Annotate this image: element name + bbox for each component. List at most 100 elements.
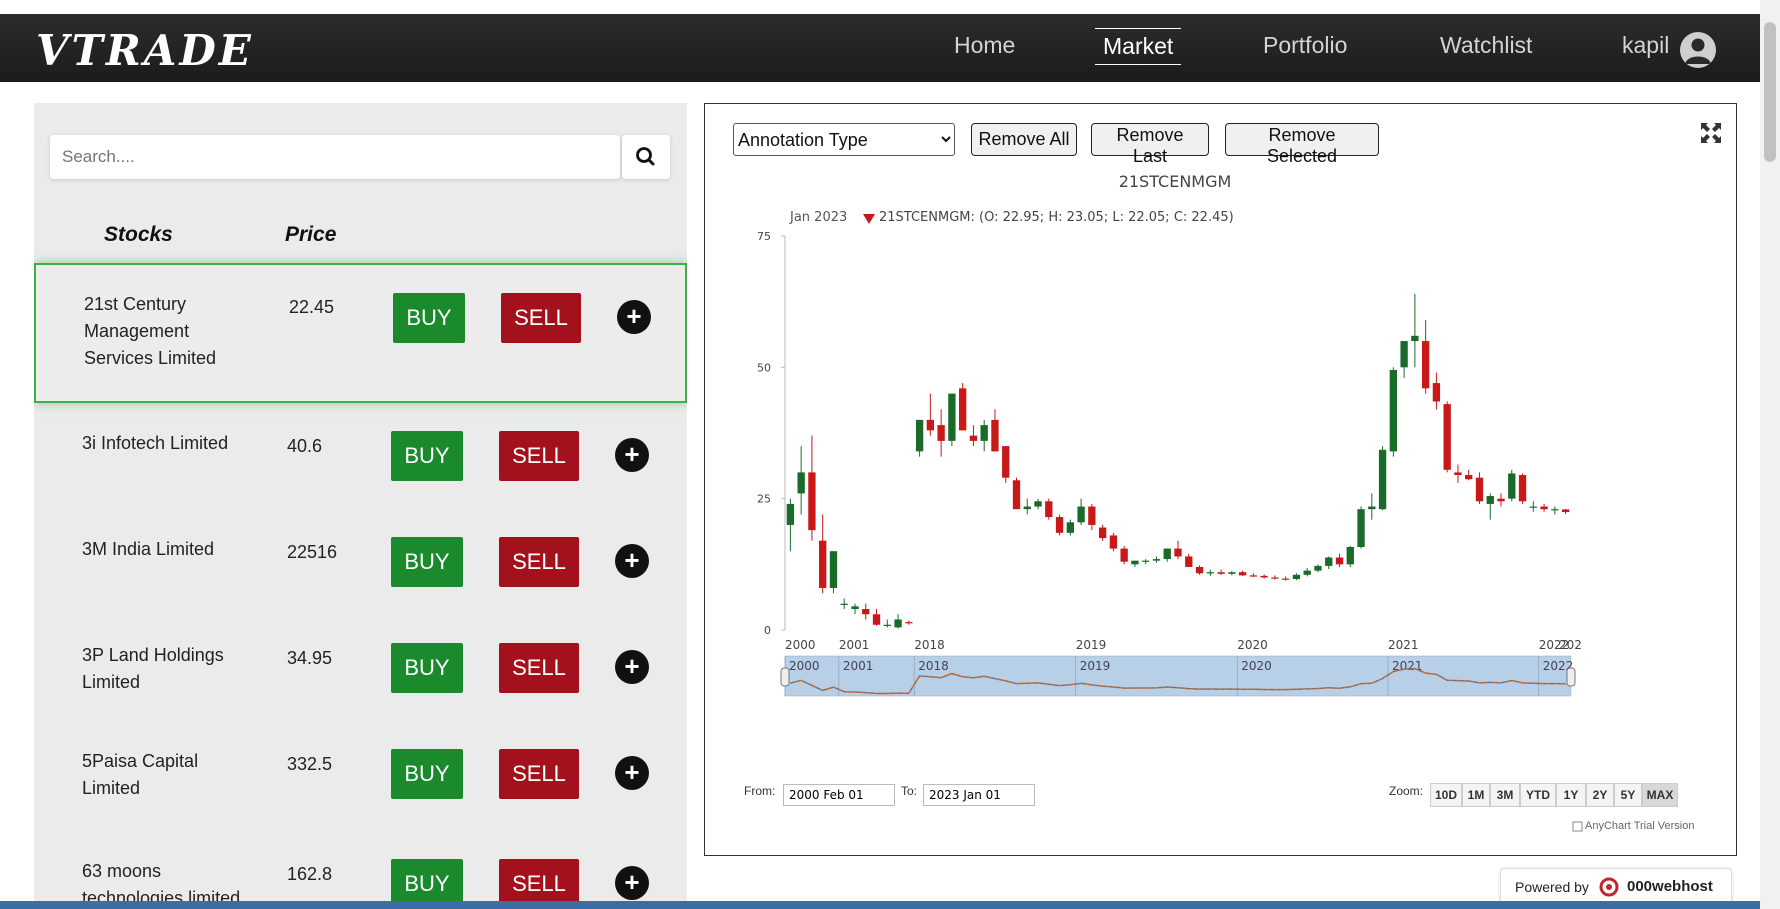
candle <box>958 388 967 431</box>
nav-market[interactable]: Market <box>1095 28 1182 65</box>
buy-button[interactable]: BUY <box>391 749 463 799</box>
sell-button[interactable]: SELL <box>499 859 579 901</box>
nav-portfolio[interactable]: Portfolio <box>1263 32 1348 58</box>
candle <box>1432 383 1441 402</box>
candle <box>1271 577 1279 579</box>
page-scrollbar[interactable] <box>1760 0 1780 909</box>
sell-button[interactable]: SELL <box>501 293 581 343</box>
powered-by-badge[interactable]: Powered by 000webhost <box>1500 868 1732 906</box>
candle <box>1551 509 1559 511</box>
candle <box>915 419 924 452</box>
candle <box>905 622 913 624</box>
add-to-watchlist-icon[interactable]: + <box>617 300 651 334</box>
stock-name: 21st Century Management Services Limited <box>84 294 217 368</box>
nav-watchlist[interactable]: Watchlist <box>1440 32 1533 58</box>
zoom-10d-button[interactable]: 10D <box>1430 783 1462 807</box>
candle <box>786 503 795 525</box>
zoom-max-button[interactable]: MAX <box>1642 783 1678 807</box>
annotation-type-select[interactable]: Annotation Type <box>733 123 955 156</box>
y-tick-label: 75 <box>757 230 771 243</box>
stock-price: 162.8 <box>287 864 333 884</box>
buy-button[interactable]: BUY <box>391 643 463 693</box>
zoom-1y-button[interactable]: 1Y <box>1556 783 1586 807</box>
sell-button[interactable]: SELL <box>499 749 579 799</box>
candle <box>1195 566 1204 574</box>
candle <box>1303 570 1311 575</box>
scrollbar-thumb[interactable] <box>1764 22 1776 162</box>
add-to-watchlist-icon[interactable]: + <box>615 544 649 578</box>
candle <box>1561 509 1570 513</box>
candle <box>797 472 805 494</box>
user-avatar-icon[interactable] <box>1680 32 1716 68</box>
sell-button[interactable]: SELL <box>499 431 579 481</box>
to-date-input[interactable] <box>923 784 1035 806</box>
candle <box>1346 546 1354 565</box>
candle <box>883 624 891 626</box>
zoom-3m-button[interactable]: 3M <box>1490 783 1520 807</box>
stock-row[interactable]: 63 moons technologies limited 162.8 BUY … <box>34 831 687 901</box>
anychart-trial-label: AnyChart Trial Version <box>1585 820 1695 832</box>
candle <box>1066 522 1074 533</box>
candle <box>1314 565 1322 571</box>
candle <box>969 435 978 441</box>
add-to-watchlist-icon[interactable]: + <box>615 650 649 684</box>
navigator-handle <box>780 667 790 687</box>
candle <box>862 608 870 615</box>
stock-row[interactable]: 3i Infotech Limited 40.6 BUY SELL + <box>34 403 687 509</box>
candle <box>819 540 827 588</box>
buy-button[interactable]: BUY <box>391 431 463 481</box>
stock-row[interactable]: 21st Century Management Services Limited… <box>34 263 687 403</box>
candle <box>1152 559 1161 561</box>
buy-button[interactable]: BUY <box>391 859 463 901</box>
trial-chart-icon <box>1572 821 1583 832</box>
buy-button[interactable]: BUY <box>393 293 465 343</box>
navigator-tick-label: 2022 <box>1543 659 1574 673</box>
candle <box>1400 341 1408 368</box>
stock-name: 5Paisa Capital Limited <box>82 751 199 798</box>
legend-date: Jan 2023 <box>789 210 847 225</box>
stock-price: 22516 <box>287 542 338 562</box>
nav-home[interactable]: Home <box>954 32 1016 58</box>
x-tick-label: 2019 <box>1076 638 1107 652</box>
navigator-tick-label: 2001 <box>843 659 874 673</box>
brand-logo[interactable]: VTRADE <box>36 26 254 75</box>
add-to-watchlist-icon[interactable]: + <box>615 756 649 790</box>
candle <box>1292 574 1301 580</box>
legend-down-marker-icon <box>863 214 875 224</box>
add-to-watchlist-icon[interactable]: + <box>615 866 649 900</box>
remove-last-button[interactable]: Remove Last <box>1091 123 1209 166</box>
from-date-input[interactable] <box>783 784 895 806</box>
stock-row[interactable]: 3M India Limited 22516 BUY SELL + <box>34 509 687 615</box>
stock-row[interactable]: 3P Land Holdings Limited 34.95 BUY SELL … <box>34 615 687 721</box>
candle <box>1368 506 1376 510</box>
sell-button[interactable]: SELL <box>499 643 579 693</box>
stock-name: 3M India Limited <box>82 539 215 559</box>
zoom-1m-button[interactable]: 1M <box>1462 783 1490 807</box>
candle <box>1411 335 1419 342</box>
candle <box>1045 501 1053 518</box>
buy-button[interactable]: BUY <box>391 537 463 587</box>
zoom-2y-button[interactable]: 2Y <box>1586 783 1614 807</box>
search-input[interactable] <box>50 135 610 179</box>
candle <box>894 619 902 628</box>
search-button[interactable] <box>622 135 670 179</box>
sell-button[interactable]: SELL <box>499 537 579 587</box>
candlestick-chart[interactable]: 21STCENMGM Jan 2023 21STCENMGM: (O: 22.95;… <box>705 104 1736 855</box>
candle <box>1421 341 1430 389</box>
candle <box>1249 575 1258 577</box>
stock-row[interactable]: 5Paisa Capital Limited 332.5 BUY SELL + <box>34 721 687 831</box>
add-to-watchlist-icon[interactable]: + <box>615 438 649 472</box>
zoom-ytd-button[interactable]: YTD <box>1520 783 1556 807</box>
fullscreen-icon[interactable] <box>1700 122 1722 144</box>
search-icon <box>636 147 655 166</box>
remove-all-button[interactable]: Remove All <box>971 123 1077 156</box>
search-box <box>50 135 620 179</box>
candle <box>1529 506 1537 508</box>
remove-selected-button[interactable]: Remove Selected <box>1225 123 1379 166</box>
stock-name: 3i Infotech Limited <box>82 433 229 453</box>
user-name[interactable]: kapil <box>1622 32 1670 58</box>
zoom-5y-button[interactable]: 5Y <box>1614 783 1642 807</box>
navigator-series-line-alt <box>790 668 1566 694</box>
candle <box>1238 572 1247 576</box>
candle <box>872 614 881 625</box>
